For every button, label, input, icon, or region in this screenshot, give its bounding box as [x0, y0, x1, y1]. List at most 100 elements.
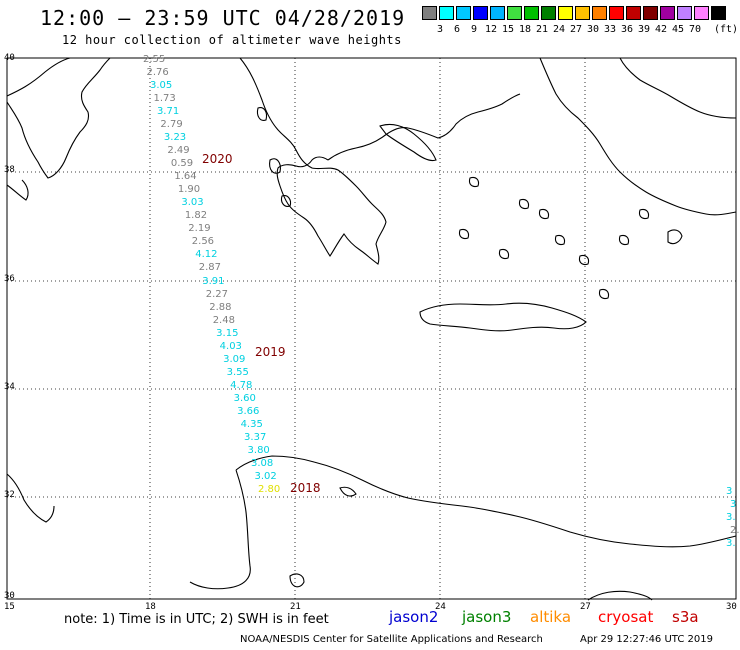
legend-label: 42 — [654, 24, 668, 35]
coast-island-5 — [598, 288, 610, 300]
satellite-jason3: jason3 — [462, 608, 512, 626]
swh-value: 3.60 — [233, 392, 256, 404]
lat-label-32: 32 — [4, 490, 15, 500]
swh-value: 1.73 — [153, 93, 176, 105]
legend-label: 24 — [552, 24, 566, 35]
legend-label: 45 — [671, 24, 685, 35]
coast-island-south — [289, 573, 305, 588]
footer-timestamp: Apr 29 12:27:46 UTC 2019 — [580, 634, 713, 645]
coast-island-10 — [554, 234, 566, 246]
swh-value: 1.82 — [184, 210, 208, 222]
legend-label: 27 — [569, 24, 583, 35]
lat-label-38: 38 — [4, 165, 15, 175]
swh-value: 4.78 — [230, 379, 253, 391]
legend-label: 18 — [518, 24, 532, 35]
swh-value: 3.37 — [244, 431, 267, 443]
coast-island-9 — [468, 176, 480, 188]
lon-label-18: 18 — [145, 602, 156, 612]
legend-swatch — [694, 6, 709, 20]
swh-value: 2.87 — [198, 262, 222, 274]
coast-rhodes — [667, 229, 683, 245]
lat-label-36: 36 — [4, 274, 15, 284]
legend-label: 12 — [484, 24, 498, 35]
legend-swatch — [626, 6, 641, 20]
lon-label-27: 27 — [580, 602, 591, 612]
coast-island-zakynthos — [280, 195, 292, 207]
swh-value: 1.64 — [174, 171, 197, 183]
swh-value: 2. — [730, 525, 740, 536]
coast-island-7 — [618, 234, 630, 246]
legend-unit: (ft) — [714, 24, 739, 35]
lat-label-40: 40 — [4, 53, 15, 63]
legend-swatch — [575, 6, 590, 20]
swh-value: 4.35 — [240, 418, 263, 430]
swh-value: 2.79 — [160, 119, 183, 131]
coastlines — [6, 57, 737, 601]
coast-island-kefalonia — [269, 158, 281, 174]
swh-value: 3.05 — [149, 80, 173, 92]
legend-label: 3 — [436, 24, 444, 35]
swh-value: 3.23 — [163, 132, 187, 144]
legend-label: 39 — [637, 24, 651, 35]
coast-crete — [419, 302, 587, 332]
coast-turkey — [539, 57, 737, 216]
legend-swatch — [456, 6, 471, 20]
swh-value: 3. — [726, 512, 736, 523]
swh-value: 4.03 — [219, 340, 242, 352]
swh-value: 2.48 — [212, 314, 235, 326]
legend-label: 36 — [620, 24, 634, 35]
swh-value: 2.76 — [146, 67, 169, 79]
satellite-jason2: jason2 — [389, 608, 439, 626]
coast-turkey-north — [619, 57, 737, 119]
legend-swatch — [473, 6, 488, 20]
legend-swatch — [524, 6, 539, 20]
footer-credit: NOAA/NESDIS Center for Satellite Applica… — [240, 634, 543, 645]
swh-value: 3.66 — [237, 405, 260, 417]
swh-value: 3 — [730, 499, 737, 510]
coast-island-cyprus — [587, 590, 653, 601]
coast-island-2 — [498, 248, 510, 260]
swh-value: 3.02 — [254, 470, 277, 482]
coast-sicily — [6, 179, 29, 201]
lon-label-24: 24 — [435, 602, 446, 612]
swh-value: 0.59 — [170, 158, 194, 170]
swh-value: 3.08 — [251, 457, 274, 469]
legend-swatch — [507, 6, 522, 20]
legend-label: 9 — [470, 24, 478, 35]
map-title: 12:00 – 23:59 UTC 04/28/2019 — [40, 6, 406, 30]
coast-euboea — [379, 123, 437, 162]
legend-swatch — [643, 6, 658, 20]
swh-value: 1.90 — [177, 184, 201, 196]
swh-value: 2.56 — [191, 236, 215, 248]
legend-swatch — [677, 6, 692, 20]
track-time-label: 2020 — [202, 152, 233, 166]
map-frame — [6, 57, 737, 600]
legend-label: 21 — [535, 24, 549, 35]
legend-swatch — [592, 6, 607, 20]
lat-label-30: 30 — [4, 591, 15, 601]
swh-value: 2.80 — [258, 484, 281, 495]
swh-value: 2.88 — [209, 301, 232, 313]
legend-swatch — [422, 6, 437, 20]
swh-value: 3 — [726, 486, 733, 497]
coast-island-8 — [638, 208, 650, 220]
legend-swatch — [609, 6, 624, 20]
lon-label-21: 21 — [290, 602, 301, 612]
footer-note: note: 1) Time is in UTC; 2) SWH is in fe… — [64, 612, 329, 627]
coast-cyrenaica — [339, 486, 357, 497]
legend-label: 70 — [688, 24, 702, 35]
coast-island-4 — [578, 254, 590, 266]
swh-value: 4.12 — [195, 249, 218, 261]
coast-italy — [6, 57, 111, 179]
swh-value: 3.91 — [202, 275, 225, 287]
satellite-cryosat: cryosat — [598, 608, 654, 626]
map-subtitle: 12 hour collection of altimeter wave hei… — [62, 33, 402, 47]
legend-label: 33 — [603, 24, 617, 35]
swh-value: 2.19 — [188, 223, 211, 235]
legend-swatch — [541, 6, 556, 20]
coast-island-corfu — [256, 107, 268, 121]
swh-value: 3.71 — [156, 106, 180, 118]
coast-island-6 — [518, 198, 530, 210]
coast-libya — [6, 455, 737, 590]
